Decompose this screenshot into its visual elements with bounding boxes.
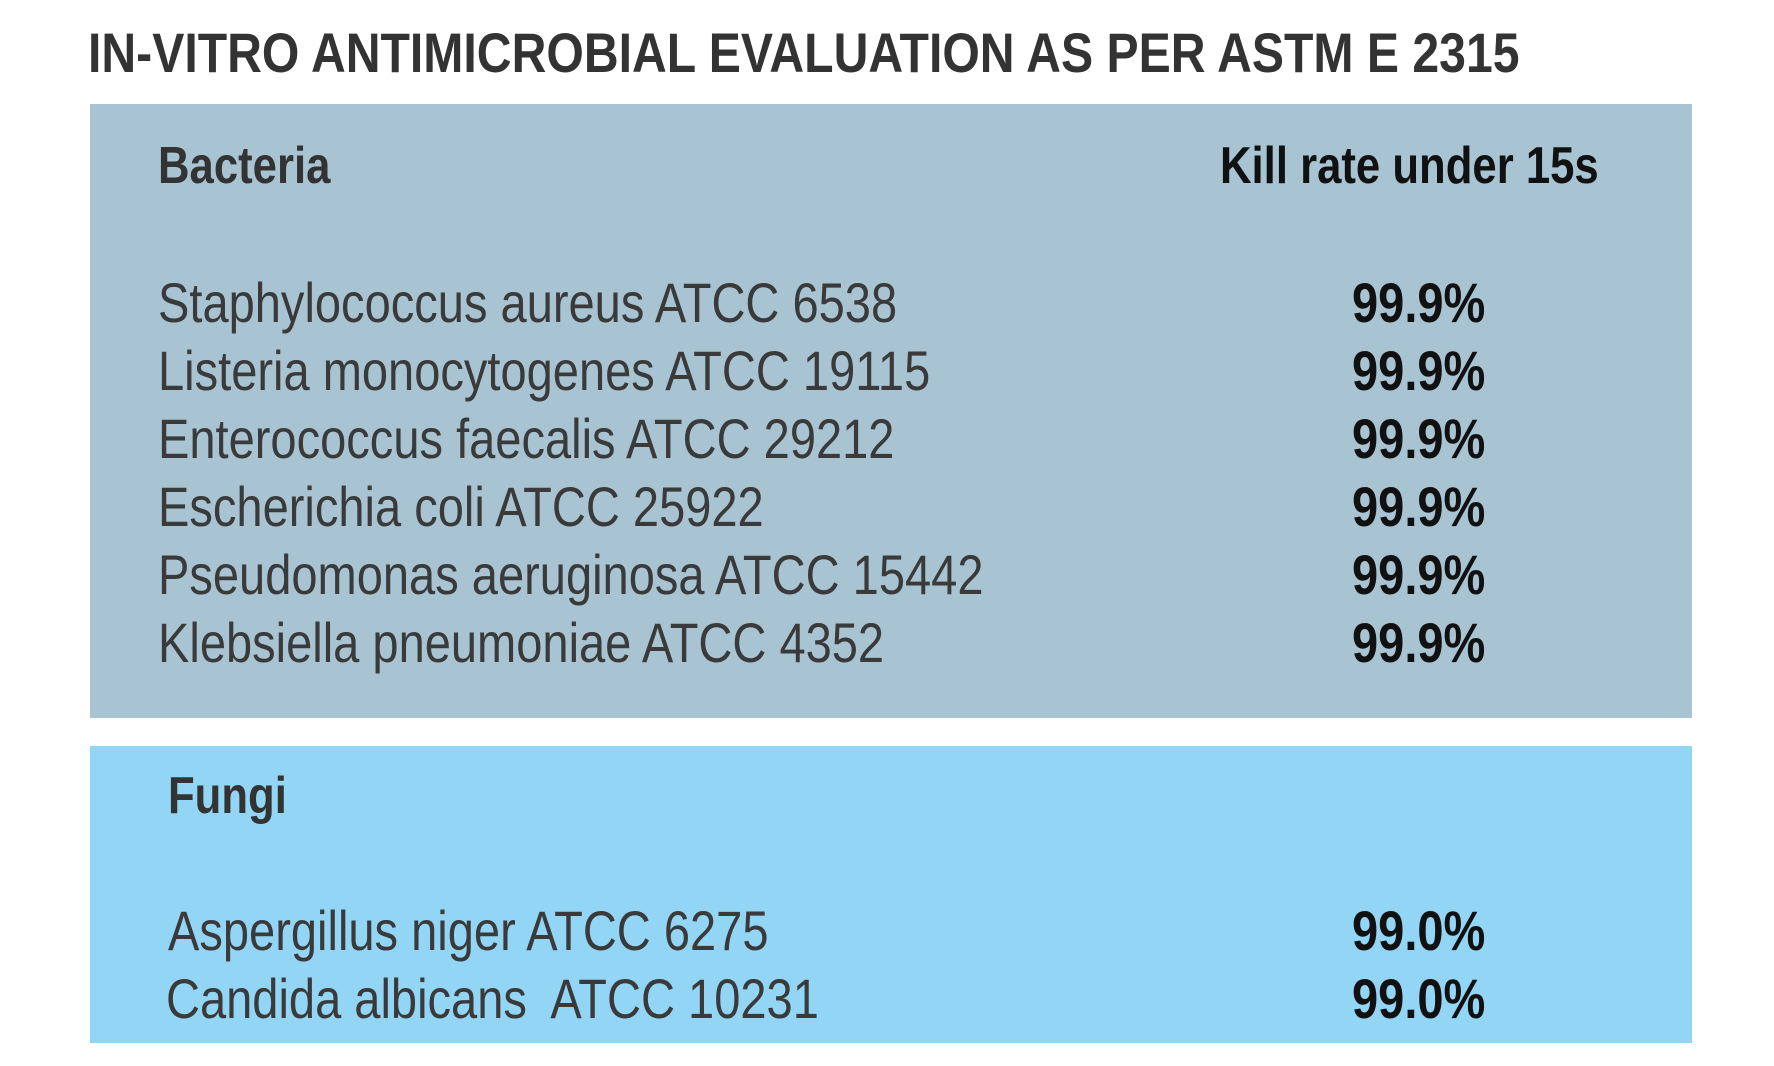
- kill-rate-value: 99.9%: [1352, 339, 1486, 402]
- table-row: Listeria monocytogenes ATCC 19115 99.9%: [90, 338, 1692, 406]
- fungi-heading: Fungi: [168, 767, 287, 825]
- kill-rate-column-heading: Kill rate under 15s: [1220, 137, 1599, 195]
- bacteria-panel: Bacteria Kill rate under 15s Staphylococ…: [90, 104, 1692, 718]
- kill-rate-value: 99.0%: [1352, 967, 1486, 1030]
- organism-name: Listeria monocytogenes ATCC 19115: [158, 339, 931, 402]
- table-row: Staphylococcus aureus ATCC 6538 99.9%: [90, 270, 1692, 338]
- kill-rate-value: 99.9%: [1352, 611, 1486, 674]
- page-title: IN-VITRO ANTIMICROBIAL EVALUATION AS PER…: [88, 21, 1520, 84]
- kill-rate-value: 99.9%: [1352, 475, 1486, 538]
- table-row: Klebsiella pneumoniae ATCC 4352 99.9%: [90, 610, 1692, 678]
- kill-rate-value: 99.0%: [1352, 899, 1486, 962]
- organism-name: Escherichia coli ATCC 25922: [158, 475, 764, 538]
- table-row: Enterococcus faecalis ATCC 29212 99.9%: [90, 406, 1692, 474]
- kill-rate-value: 99.9%: [1352, 407, 1486, 470]
- kill-rate-value: 99.9%: [1352, 271, 1486, 334]
- organism-name: Candida albicans ATCC 10231: [166, 967, 819, 1030]
- organism-name: Pseudomonas aeruginosa ATCC 15442: [158, 543, 984, 606]
- kill-rate-value: 99.9%: [1352, 543, 1486, 606]
- organism-name: Staphylococcus aureus ATCC 6538: [158, 271, 898, 334]
- organism-name: Enterococcus faecalis ATCC 29212: [158, 407, 895, 470]
- table-row: Escherichia coli ATCC 25922 99.9%: [90, 474, 1692, 542]
- bacteria-heading: Bacteria: [158, 137, 331, 195]
- table-row: Candida albicans ATCC 10231 99.0%: [90, 966, 1692, 1034]
- organism-name: Klebsiella pneumoniae ATCC 4352: [158, 611, 885, 674]
- organism-name: Aspergillus niger ATCC 6275: [168, 899, 769, 962]
- table-row: Pseudomonas aeruginosa ATCC 15442 99.9%: [90, 542, 1692, 610]
- table-row: Aspergillus niger ATCC 6275 99.0%: [90, 898, 1692, 966]
- fungi-panel: Fungi Aspergillus niger ATCC 6275 99.0% …: [90, 746, 1692, 1043]
